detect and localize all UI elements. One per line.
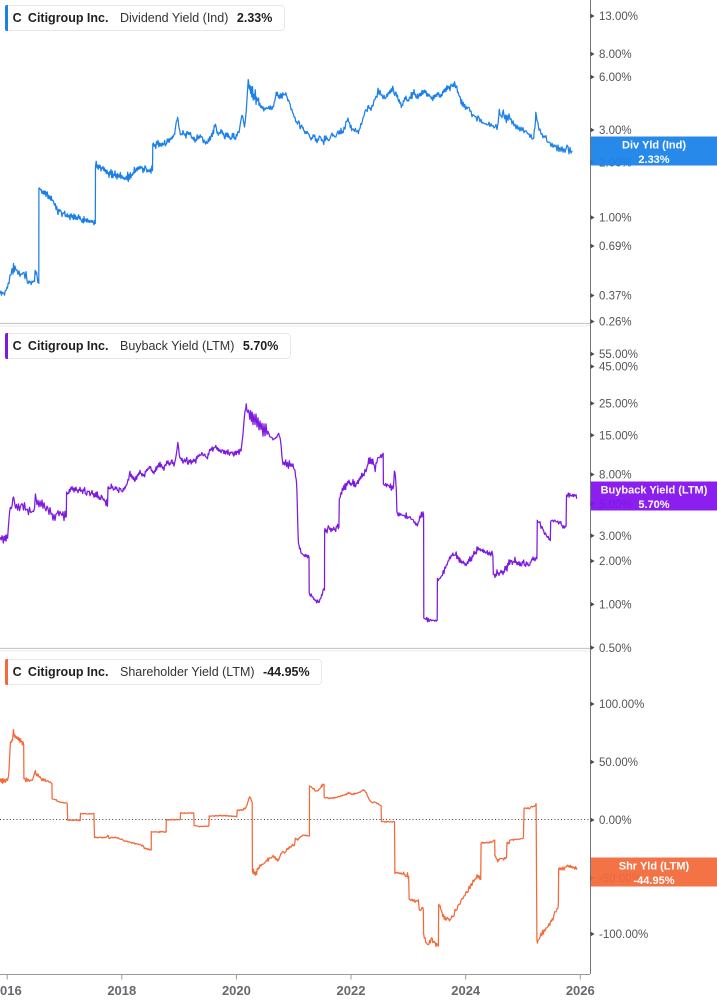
svg-text:100.00%: 100.00% — [599, 699, 644, 711]
svg-text:0.00%: 0.00% — [599, 815, 632, 827]
svg-text:0.69%: 0.69% — [599, 241, 632, 253]
svg-text:2.33%: 2.33% — [638, 154, 669, 166]
svg-text:0.37%: 0.37% — [599, 291, 632, 303]
svg-text:8.00%: 8.00% — [599, 49, 632, 61]
svg-text:Shr Yld (LTM): Shr Yld (LTM) — [619, 861, 690, 873]
svg-text:2024: 2024 — [451, 983, 481, 998]
svg-text:0.50%: 0.50% — [599, 643, 632, 655]
svg-text:8.00%: 8.00% — [599, 470, 632, 482]
svg-text:-100.00%: -100.00% — [599, 929, 648, 941]
svg-text:13.00%: 13.00% — [599, 11, 638, 23]
svg-text:Div Yld (Ind): Div Yld (Ind) — [622, 140, 686, 152]
svg-text:5.70%: 5.70% — [638, 499, 669, 511]
svg-text:3.00%: 3.00% — [599, 125, 632, 137]
svg-text:45.00%: 45.00% — [599, 362, 638, 374]
svg-text:2022: 2022 — [337, 983, 366, 998]
svg-text:Buyback Yield (LTM): Buyback Yield (LTM) — [601, 485, 708, 497]
svg-text:1.00%: 1.00% — [599, 213, 632, 225]
svg-text:50.00%: 50.00% — [599, 757, 638, 769]
svg-text:6.00%: 6.00% — [599, 72, 632, 84]
svg-text:15.00%: 15.00% — [599, 430, 638, 442]
svg-text:1.00%: 1.00% — [599, 600, 632, 612]
svg-text:2018: 2018 — [107, 983, 136, 998]
svg-text:-44.95%: -44.95% — [634, 875, 675, 887]
svg-text:2026: 2026 — [566, 983, 595, 998]
svg-text:0.26%: 0.26% — [599, 317, 632, 329]
svg-text:2020: 2020 — [222, 983, 251, 998]
svg-text:55.00%: 55.00% — [599, 349, 638, 361]
svg-text:2016: 2016 — [0, 983, 22, 998]
svg-text:2.00%: 2.00% — [599, 556, 632, 568]
svg-text:25.00%: 25.00% — [599, 399, 638, 411]
svg-text:3.00%: 3.00% — [599, 531, 632, 543]
